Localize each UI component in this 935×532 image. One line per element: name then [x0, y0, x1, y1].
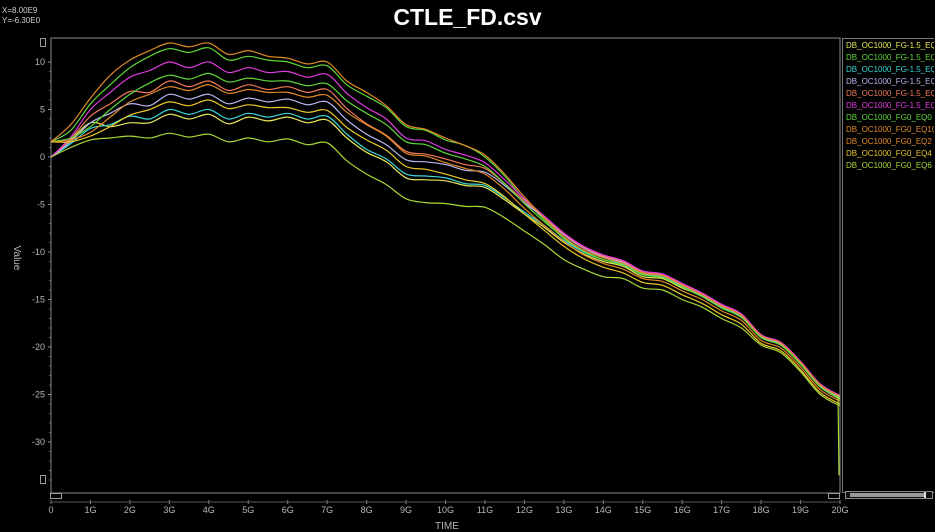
legend-item[interactable]: DB_OC1000_FG-1.5_EQ4: [846, 77, 934, 86]
x-tick-label: 19G: [792, 505, 809, 515]
x-tick-label: 12G: [516, 505, 533, 515]
y-tick-label: -20: [32, 342, 45, 352]
legend-item[interactable]: DB_OC1000_FG0_EQ10: [846, 125, 934, 134]
legend-item[interactable]: DB_OC1000_FG0_EQ0: [846, 113, 932, 122]
legend: DB_OC1000_FG-1.5_EQ0 DB_OC1000_FG-1.5_EQ1…: [842, 38, 934, 493]
y-axis-label: Value: [11, 246, 22, 271]
y-scroll-top-button[interactable]: [40, 38, 46, 47]
x-tick-label: 13G: [555, 505, 572, 515]
x-tick-label: 10G: [437, 505, 454, 515]
x-tick-label: 4G: [203, 505, 215, 515]
cursor-x-readout: X=8.00E9: [2, 6, 38, 15]
y-axis: 10 5 0 -5 -10 -15 -20 -25 -30: [32, 57, 51, 481]
legend-item[interactable]: DB_OC1000_FG-1.5_EQ2: [846, 65, 934, 74]
x-tick-label: 15G: [634, 505, 651, 515]
legend-item[interactable]: DB_OC1000_FG0_EQ6: [846, 161, 932, 170]
x-tick-label: 16G: [674, 505, 691, 515]
legend-item[interactable]: DB_OC1000_FG-1.5_EQ10: [846, 53, 934, 62]
x-tick-label: 1G: [84, 505, 96, 515]
series-line-11: [50, 132, 841, 407]
series-edge-drop: [837, 394, 840, 476]
cursor-readout: X=8.00E9 Y=-6.30E0: [2, 6, 40, 26]
series-line-3: [50, 108, 841, 399]
x-tick-label: 5G: [242, 505, 254, 515]
legend-item[interactable]: DB_OC1000_FG-1.5_EQ0: [846, 41, 934, 50]
y-tick-label: 0: [40, 152, 45, 162]
y-tick-label: -15: [32, 295, 45, 305]
x-tick-label: 6G: [282, 505, 294, 515]
x-tick-label: 11G: [477, 505, 493, 515]
x-tick-label: 2G: [124, 505, 136, 515]
x-tick-label: 17G: [713, 505, 730, 515]
y-tick-label: -30: [32, 437, 45, 447]
y-tick-label: -10: [32, 247, 45, 257]
x-tick-label: 9G: [400, 505, 412, 515]
series-line-10: [50, 99, 841, 405]
series-line-5: [50, 80, 841, 397]
series-line-2: [50, 47, 841, 397]
legend-scrollbar-knob[interactable]: [924, 492, 926, 498]
legend-scrollbar-thumb[interactable]: [850, 493, 924, 497]
x-tick-label: 20G: [831, 505, 848, 515]
legend-item[interactable]: DB_OC1000_FG0_EQ4: [846, 149, 932, 158]
x-tick-label: 14G: [595, 505, 612, 515]
y-scroll-bottom-button[interactable]: [40, 475, 46, 484]
series-line-8: [50, 42, 841, 397]
legend-item[interactable]: DB_OC1000_FG-1.5_EQ8: [846, 101, 934, 110]
series-layer: [50, 42, 841, 476]
series-line-9: [50, 84, 841, 402]
x-tick-label: 8G: [361, 505, 373, 515]
x-axis: 0 1G 2G 3G 4G 5G 6G 7G 8G 9G 10G 11G 12G 13G 14G 15G 16G…: [48, 500, 849, 515]
chart-title: CTLE_FD.csv: [393, 4, 542, 30]
y-tick-label: 10: [35, 57, 45, 67]
y-tick-label: -5: [37, 200, 45, 210]
x-tick-label: 0: [48, 505, 53, 515]
series-line-6: [50, 61, 841, 397]
x-tick-label: 7G: [321, 505, 333, 515]
y-tick-label: -25: [32, 390, 45, 400]
series-line-1: [50, 113, 841, 400]
legend-scrollbar[interactable]: [845, 491, 933, 499]
x-scroll-right-button[interactable]: [828, 493, 840, 499]
cursor-y-readout: Y=-6.30E0: [2, 16, 41, 25]
x-tick-label: 18G: [753, 505, 770, 515]
x-axis-label: TIME: [435, 521, 459, 532]
y-tick-label: 5: [40, 105, 45, 115]
plot-frame: [50, 37, 841, 494]
legend-item[interactable]: DB_OC1000_FG-1.5_EQ6: [846, 89, 934, 98]
legend-item[interactable]: DB_OC1000_FG0_EQ2: [846, 137, 932, 146]
x-scroll-left-button[interactable]: [50, 493, 62, 499]
series-line-7: [50, 72, 841, 399]
x-tick-label: 3G: [163, 505, 175, 515]
